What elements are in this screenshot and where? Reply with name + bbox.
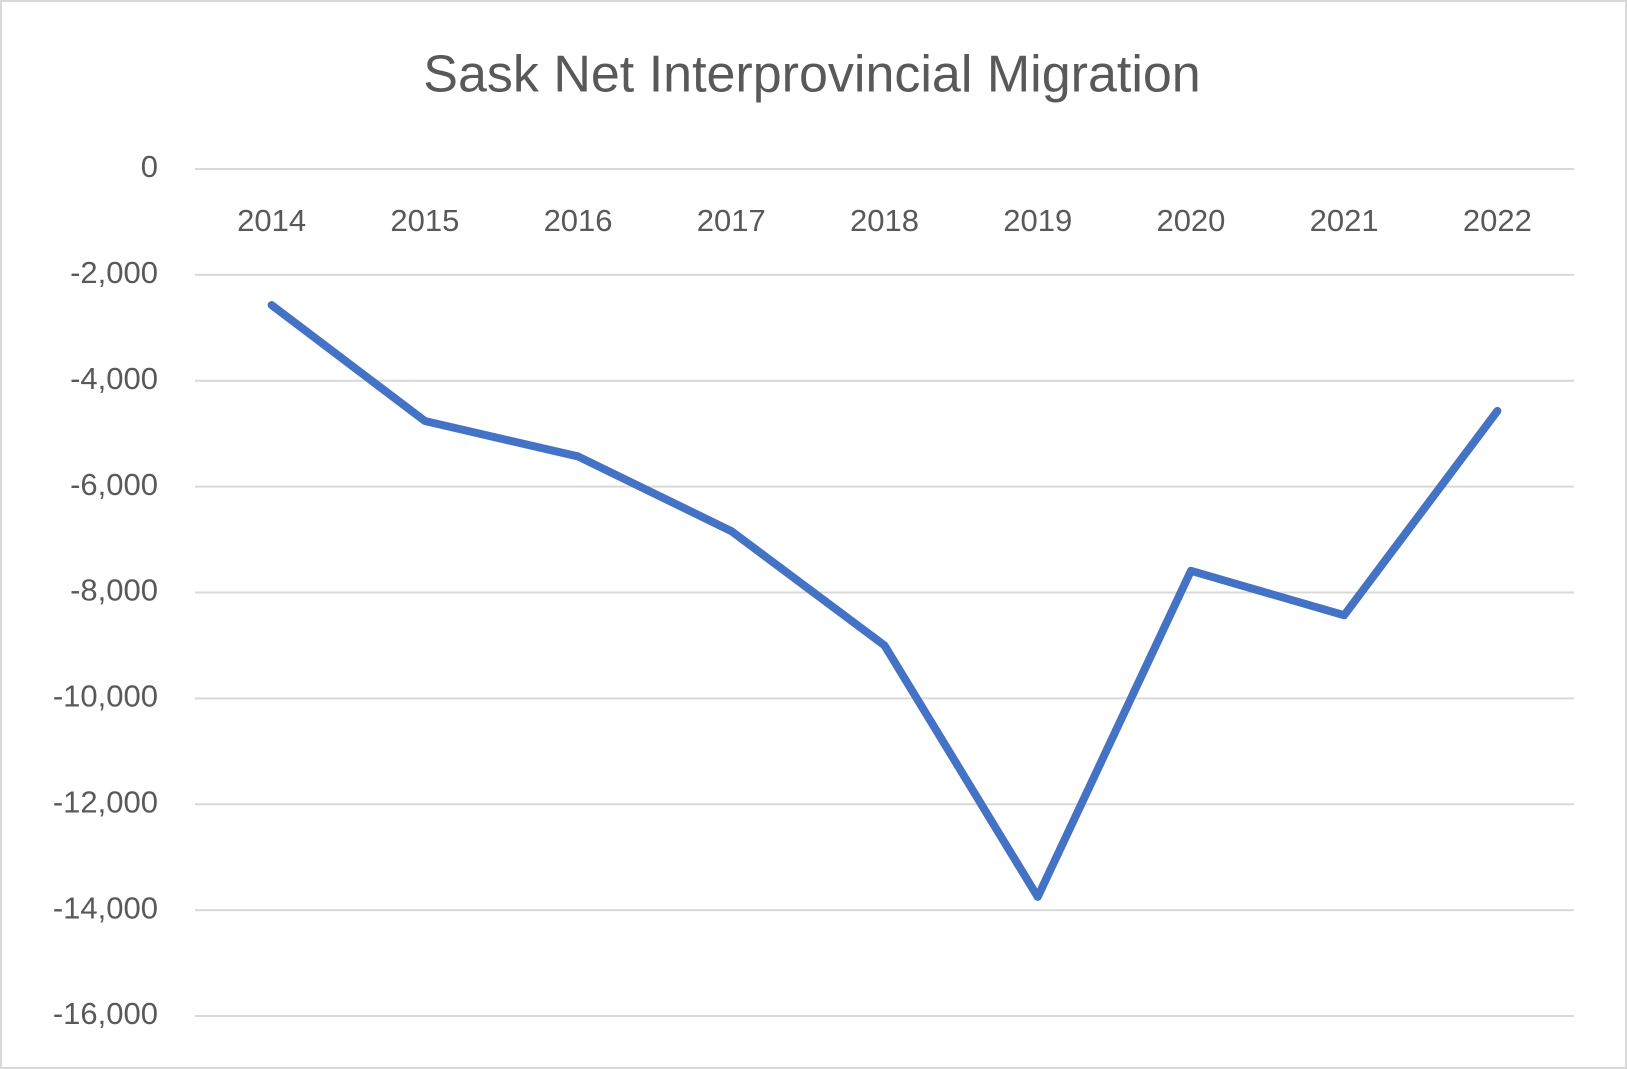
y-tick-label: -6,000 xyxy=(70,467,158,502)
x-tick-label: 2020 xyxy=(1156,203,1225,238)
y-tick-label: -12,000 xyxy=(53,784,158,819)
x-tick-label: 2019 xyxy=(1003,203,1072,238)
y-tick-label: 0 xyxy=(141,149,158,184)
y-tick-label: -2,000 xyxy=(70,255,158,290)
y-tick-label: -14,000 xyxy=(53,890,158,925)
chart-title: Sask Net Interprovincial Migration xyxy=(423,46,1200,104)
y-tick-label: -8,000 xyxy=(70,573,158,608)
line-series xyxy=(267,301,1502,901)
y-tick-label: -10,000 xyxy=(53,679,158,714)
x-tick-label: 2016 xyxy=(544,203,613,238)
y-tick-label: -16,000 xyxy=(53,996,158,1031)
x-tick-label: 2018 xyxy=(850,203,919,238)
x-tick-label: 2021 xyxy=(1310,203,1379,238)
x-tick-label: 2014 xyxy=(237,203,306,238)
x-tick-label: 2015 xyxy=(390,203,459,238)
x-tick-label: 2022 xyxy=(1463,203,1532,238)
x-tick-label: 2017 xyxy=(697,203,766,238)
y-tick-label: -4,000 xyxy=(70,361,158,396)
